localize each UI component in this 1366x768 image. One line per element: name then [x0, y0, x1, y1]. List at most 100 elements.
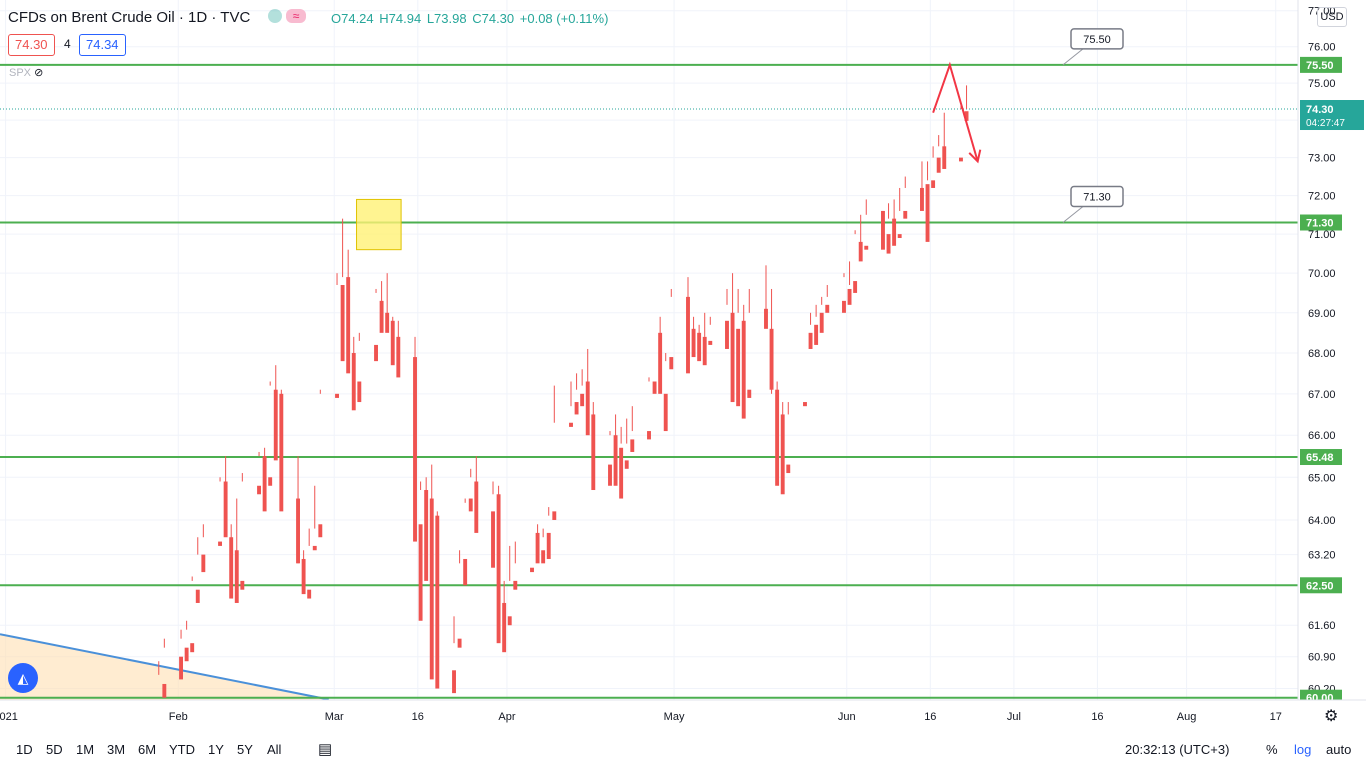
- high-value: H74.94: [379, 11, 422, 26]
- candle-body: [452, 670, 456, 694]
- candle-body: [357, 381, 362, 403]
- price-tick-label: 66.00: [1308, 430, 1336, 442]
- candle-body: [312, 545, 317, 551]
- compare-symbol-label: SPX: [9, 67, 32, 79]
- timeframe-button[interactable]: YTD: [169, 742, 195, 757]
- candle-body: [747, 389, 752, 398]
- candle-body: [702, 336, 707, 366]
- candle-body: [190, 643, 195, 653]
- timeframe-button[interactable]: 1Y: [208, 742, 224, 757]
- price-tick-label: 68.00: [1308, 348, 1336, 360]
- candle-body: [379, 300, 384, 333]
- level-price-tag: [1300, 56, 1342, 73]
- candle-body: [892, 218, 897, 246]
- timeframe-button[interactable]: 5D: [46, 742, 63, 757]
- candle-body: [218, 541, 222, 546]
- compare-symbol[interactable]: SPX ⊘: [9, 66, 43, 79]
- buy-price[interactable]: 74.34: [79, 34, 126, 56]
- candle-body: [942, 146, 947, 169]
- timeframe-button[interactable]: 1D: [16, 742, 33, 757]
- candle-body: [307, 589, 312, 599]
- countdown-label: 04:27:47: [1306, 118, 1345, 129]
- eye-hidden-icon[interactable]: ⊘: [34, 67, 44, 79]
- candle-body: [491, 511, 495, 568]
- price-tick-label: 69.00: [1308, 308, 1336, 320]
- clock[interactable]: 20:32:13 (UTC+3): [1125, 742, 1230, 757]
- candle-body: [808, 332, 813, 349]
- price-tick-label: 75.00: [1308, 78, 1336, 90]
- candle-body: [201, 554, 206, 573]
- candle-body: [708, 340, 713, 345]
- candle-body: [686, 296, 690, 374]
- time-tick-label: Mar: [325, 711, 344, 723]
- trendline: [0, 633, 329, 701]
- candle-body: [741, 320, 746, 419]
- price-tick-label: 76.00: [1308, 42, 1336, 54]
- currency-button[interactable]: USD: [1317, 7, 1347, 27]
- candle-body: [240, 580, 245, 590]
- auto-toggle[interactable]: auto: [1326, 742, 1352, 757]
- candle-body: [591, 414, 596, 491]
- candle-body: [318, 524, 323, 538]
- timeframe-button[interactable]: 1M: [76, 742, 95, 757]
- last-price-tag: [1300, 100, 1364, 131]
- highlight-box: [356, 198, 402, 251]
- time-axis: 2021 Feb Mar 16 Apr May Jun 16 Jul 16 Aug 17: [0, 699, 1366, 730]
- time-tick-label: Apr: [498, 711, 515, 723]
- price-tick-label: 70.00: [1308, 268, 1336, 280]
- time-tick-label: 2021: [0, 711, 18, 723]
- candle-body: [697, 332, 702, 362]
- candle-body: [853, 281, 858, 293]
- callout-pointer: [1062, 206, 1084, 223]
- symbol-title[interactable]: CFDs on Brent Crude Oil · 1D · TVC: [8, 9, 251, 26]
- candle-body: [223, 481, 228, 538]
- candle-body: [842, 300, 846, 313]
- candle-body: [903, 210, 908, 219]
- candle-body: [468, 498, 473, 512]
- price-tick-label: 73.00: [1308, 153, 1336, 165]
- candle-body: [780, 414, 785, 495]
- close-value: C74.30: [472, 11, 515, 26]
- candle-body: [279, 393, 284, 512]
- candle-body: [541, 550, 546, 564]
- timeframe-button[interactable]: 6M: [138, 742, 157, 757]
- date-range-icon[interactable]: ▤: [318, 741, 333, 758]
- price-tick-label: 64.00: [1308, 515, 1336, 527]
- price-axis: 60.2060.9061.6062.5063.2064.0065.0066.00…: [1297, 0, 1366, 730]
- candle-body: [931, 180, 936, 188]
- sell-price[interactable]: 74.30: [8, 34, 55, 56]
- candle-body: [507, 616, 512, 626]
- candle-body: [296, 498, 300, 564]
- candle-body: [886, 234, 891, 254]
- candle-body: [184, 647, 189, 662]
- spread-value: 4: [64, 37, 71, 51]
- forecast-path: [932, 61, 979, 162]
- candle-body: [769, 328, 774, 390]
- time-tick-label: 16: [412, 711, 424, 723]
- candle-body: [268, 477, 273, 486]
- candle-body: [730, 312, 735, 403]
- tradingview-logo-icon[interactable]: ◭: [8, 663, 38, 693]
- candle-body: [647, 431, 651, 440]
- price-tick-label: 72.00: [1308, 191, 1336, 203]
- change-value: +0.08 (+0.11%): [519, 11, 609, 26]
- timeframe-button[interactable]: All: [267, 742, 282, 757]
- candle-body: [424, 490, 429, 581]
- candle-body: [803, 402, 807, 407]
- time-tick-label: Jul: [1007, 711, 1021, 723]
- symbol-status-icon[interactable]: [268, 9, 282, 23]
- timeframe-button[interactable]: 3M: [107, 742, 126, 757]
- candle-body: [847, 288, 852, 305]
- compare-icon[interactable]: ≈: [286, 9, 306, 23]
- percent-toggle[interactable]: %: [1266, 742, 1278, 757]
- gear-icon[interactable]: ⚙: [1324, 708, 1339, 725]
- last-price-label: 74.30: [1306, 104, 1334, 116]
- level-price-tag: [1300, 449, 1342, 466]
- timeframe-button[interactable]: 5Y: [237, 742, 253, 757]
- candle-body: [959, 157, 963, 162]
- time-tick-label: May: [664, 711, 685, 723]
- level-price-label: 71.30: [1306, 218, 1334, 230]
- log-toggle[interactable]: log: [1294, 742, 1312, 757]
- forecast-arrow-layer: 75.50 71.30: [932, 28, 1124, 223]
